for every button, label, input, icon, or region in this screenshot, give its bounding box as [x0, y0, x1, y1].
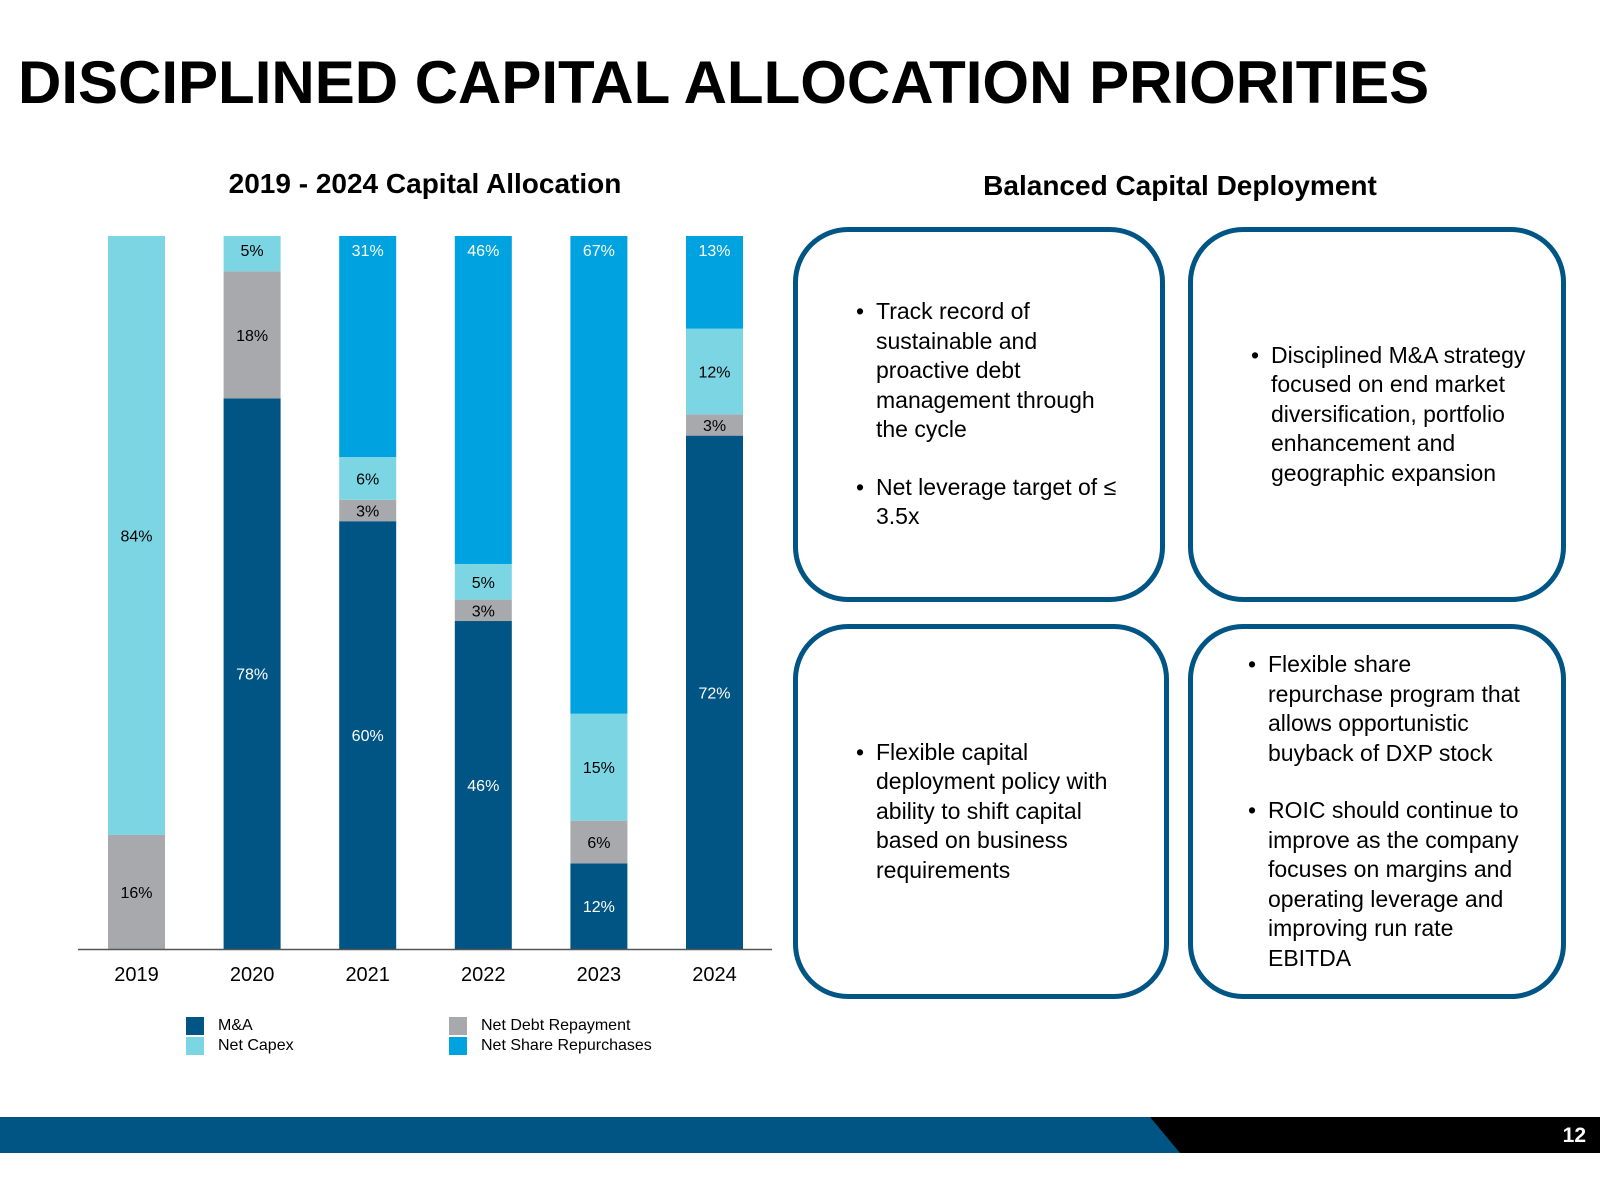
bullet-item: Track record of sustainable and proactiv…: [856, 297, 1130, 445]
legend-column-1: M&A Net Capex: [186, 1016, 294, 1056]
data-label-net_capex-2022: 5%: [472, 575, 495, 592]
bar-net_debt-2021: [339, 499, 397, 522]
legend-swatch-ma: [186, 1017, 204, 1035]
data-label-ma-2022: 46%: [467, 778, 499, 795]
x-tick-label-2020: 2020: [230, 964, 275, 986]
data-label-ma-2024: 72%: [698, 685, 730, 702]
data-label-net_capex-2023: 15%: [583, 760, 615, 777]
data-label-net_debt-2021: 3%: [356, 504, 379, 521]
bar-net_capex-2024: [686, 328, 743, 415]
chart-title: 2019 - 2024 Capital Allocation: [228, 168, 622, 199]
data-label-net_debt-2022: 3%: [472, 603, 495, 620]
data-label-share_repurchases-2024: 13%: [698, 243, 730, 260]
legend-item-share-repurchases: Net Share Repurchases: [449, 1036, 652, 1056]
data-label-ma-2021: 60%: [352, 728, 384, 745]
data-label-net_debt-2019: 16%: [120, 885, 152, 902]
bar-share_repurchases-2021: [339, 236, 397, 458]
bullet-item: Flexible capital deployment policy with …: [856, 738, 1134, 886]
bar-net_debt-2023: [570, 820, 628, 864]
data-label-ma-2023: 12%: [583, 899, 615, 916]
x-tick-label-2023: 2023: [577, 964, 622, 986]
footer-accent: [0, 1117, 1180, 1153]
data-label-net_capex-2024: 12%: [698, 364, 730, 381]
bullet-item: Net leverage target of ≤ 3.5x: [856, 473, 1130, 532]
bar-ma-2021: [339, 521, 397, 949]
legend-label-net-debt: Net Debt Repayment: [481, 1017, 631, 1034]
bar-net_capex-2019: [108, 236, 165, 835]
bullet-item: ROIC should continue to improve as the c…: [1248, 796, 1531, 973]
bar-net_debt-2020: [223, 271, 281, 399]
page-number: 12: [1562, 1124, 1586, 1147]
legend-label-share-repurchases: Net Share Repurchases: [481, 1037, 652, 1054]
data-label-net_debt-2020: 18%: [236, 328, 268, 345]
data-label-share_repurchases-2023: 67%: [583, 243, 615, 260]
legend-swatch-share-repurchases: [449, 1037, 467, 1055]
page-title: DISCIPLINED CAPITAL ALLOCATION PRIORITIE…: [18, 49, 1430, 116]
bullet-item: Flexible share repurchase program that a…: [1248, 650, 1531, 768]
bar-net_debt-2022: [454, 599, 512, 622]
legend-item-ma: M&A: [186, 1016, 294, 1036]
legend-label-net-capex: Net Capex: [218, 1037, 294, 1054]
bullet-item: Disciplined M&A strategy focused on end …: [1251, 341, 1531, 489]
panel-title: Balanced Capital Deployment: [983, 170, 1377, 201]
bar-ma-2020: [223, 398, 281, 949]
bar-net_capex-2022: [454, 563, 512, 600]
share-repurchase-box: Flexible share repurchase program that a…: [1188, 624, 1566, 999]
legend-swatch-net-debt: [449, 1017, 467, 1035]
x-tick-label-2021: 2021: [345, 964, 390, 986]
legend-column-2: Net Debt Repayment Net Share Repurchases: [449, 1016, 652, 1056]
data-label-share_repurchases-2022: 46%: [467, 243, 499, 260]
x-tick-label-2024: 2024: [692, 964, 737, 986]
x-tick-label-2019: 2019: [114, 964, 159, 986]
bar-share_repurchases-2023: [570, 236, 628, 714]
bar-net_debt-2019: [108, 834, 165, 949]
bar-ma-2023: [570, 863, 628, 949]
bar-net_capex-2023: [570, 713, 628, 821]
debt-management-bullets: Track record of sustainable and proactiv…: [798, 297, 1160, 532]
debt-management-box: Track record of sustainable and proactiv…: [793, 227, 1165, 602]
ma-strategy-box: Disciplined M&A strategy focused on end …: [1188, 227, 1566, 602]
data-label-net_capex-2021: 6%: [356, 471, 379, 488]
legend-item-net-capex: Net Capex: [186, 1036, 294, 1056]
bar-net_debt-2024: [686, 414, 743, 436]
bar-net_capex-2021: [339, 457, 397, 500]
capital-policy-box: Flexible capital deployment policy with …: [793, 624, 1169, 999]
data-label-net_capex-2019: 84%: [120, 528, 152, 545]
bar-ma-2024: [686, 435, 743, 949]
bar-net_capex-2020: [223, 236, 281, 272]
data-label-share_repurchases-2021: 31%: [352, 243, 384, 260]
legend-item-net-debt: Net Debt Repayment: [449, 1016, 652, 1036]
stacked-bar-chart: 16% 84% 2019 78% 18% 5% 2020 60% 3% 6% 31% 2021 46% 3…: [78, 236, 772, 986]
ma-strategy-bullets: Disciplined M&A strategy focused on end …: [1193, 341, 1561, 489]
share-repurchase-bullets: Flexible share repurchase program that a…: [1193, 650, 1561, 973]
data-label-ma-2020: 78%: [236, 667, 268, 684]
bar-share_repurchases-2022: [454, 236, 512, 564]
bar-ma-2022: [454, 621, 512, 949]
data-label-net_capex-2020: 5%: [241, 243, 264, 260]
legend-label-ma: M&A: [218, 1017, 253, 1034]
capital-policy-bullets: Flexible capital deployment policy with …: [798, 738, 1164, 886]
legend-swatch-net-capex: [186, 1037, 204, 1055]
data-label-net_debt-2024: 3%: [703, 418, 726, 435]
bar-share_repurchases-2024: [686, 236, 743, 329]
data-label-net_debt-2023: 6%: [587, 835, 610, 852]
x-tick-label-2022: 2022: [461, 964, 506, 986]
